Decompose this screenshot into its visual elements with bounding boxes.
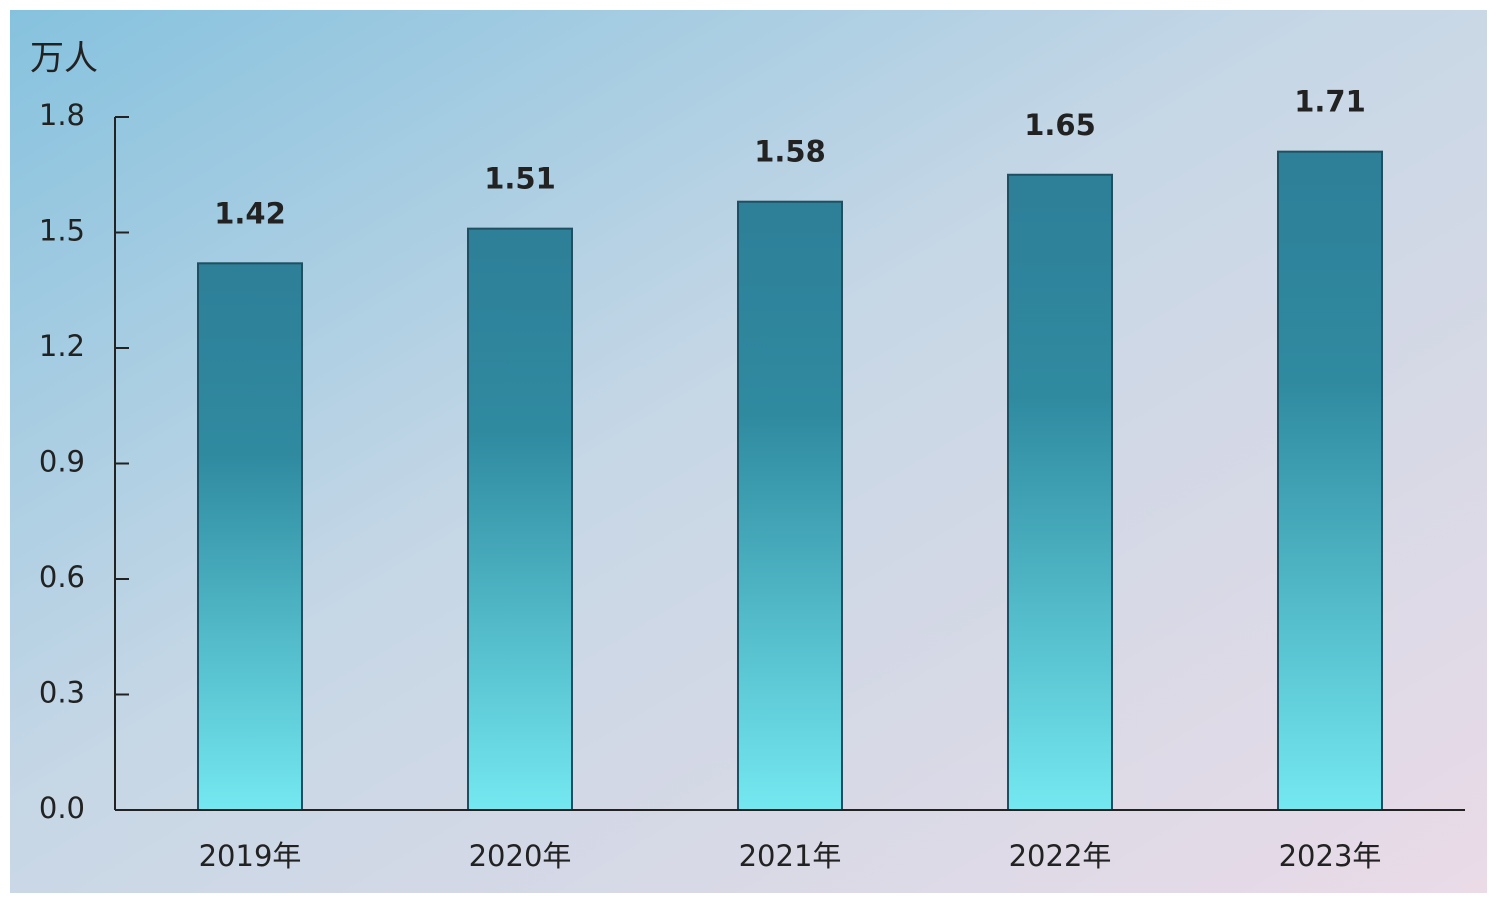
- value-label: 1.65: [1024, 108, 1096, 142]
- bar: [1007, 173, 1113, 811]
- value-label: 1.51: [484, 162, 556, 196]
- x-tick-label: 2020年: [469, 839, 572, 873]
- y-tick-label: 0.9: [39, 445, 85, 479]
- value-label: 1.42: [214, 196, 286, 230]
- x-tick-label: 2019年: [199, 839, 302, 873]
- x-tick-label: 2023年: [1279, 839, 1382, 873]
- y-tick-label: 0.3: [39, 676, 85, 710]
- bar: [737, 200, 843, 811]
- y-tick-label: 0.0: [39, 791, 85, 825]
- bar: [467, 227, 573, 811]
- y-tick-label: 0.6: [39, 560, 85, 594]
- bar: [197, 262, 303, 811]
- bar: [1277, 150, 1383, 811]
- y-tick-label: 1.5: [39, 214, 85, 248]
- value-label: 1.58: [754, 135, 826, 169]
- y-tick-label: 1.2: [39, 329, 85, 363]
- value-label: 1.71: [1294, 85, 1366, 119]
- y-tick-label: 1.8: [39, 98, 85, 132]
- x-tick-label: 2022年: [1009, 839, 1112, 873]
- y-axis-label: 万人: [30, 39, 98, 79]
- x-tick-label: 2021年: [739, 839, 842, 873]
